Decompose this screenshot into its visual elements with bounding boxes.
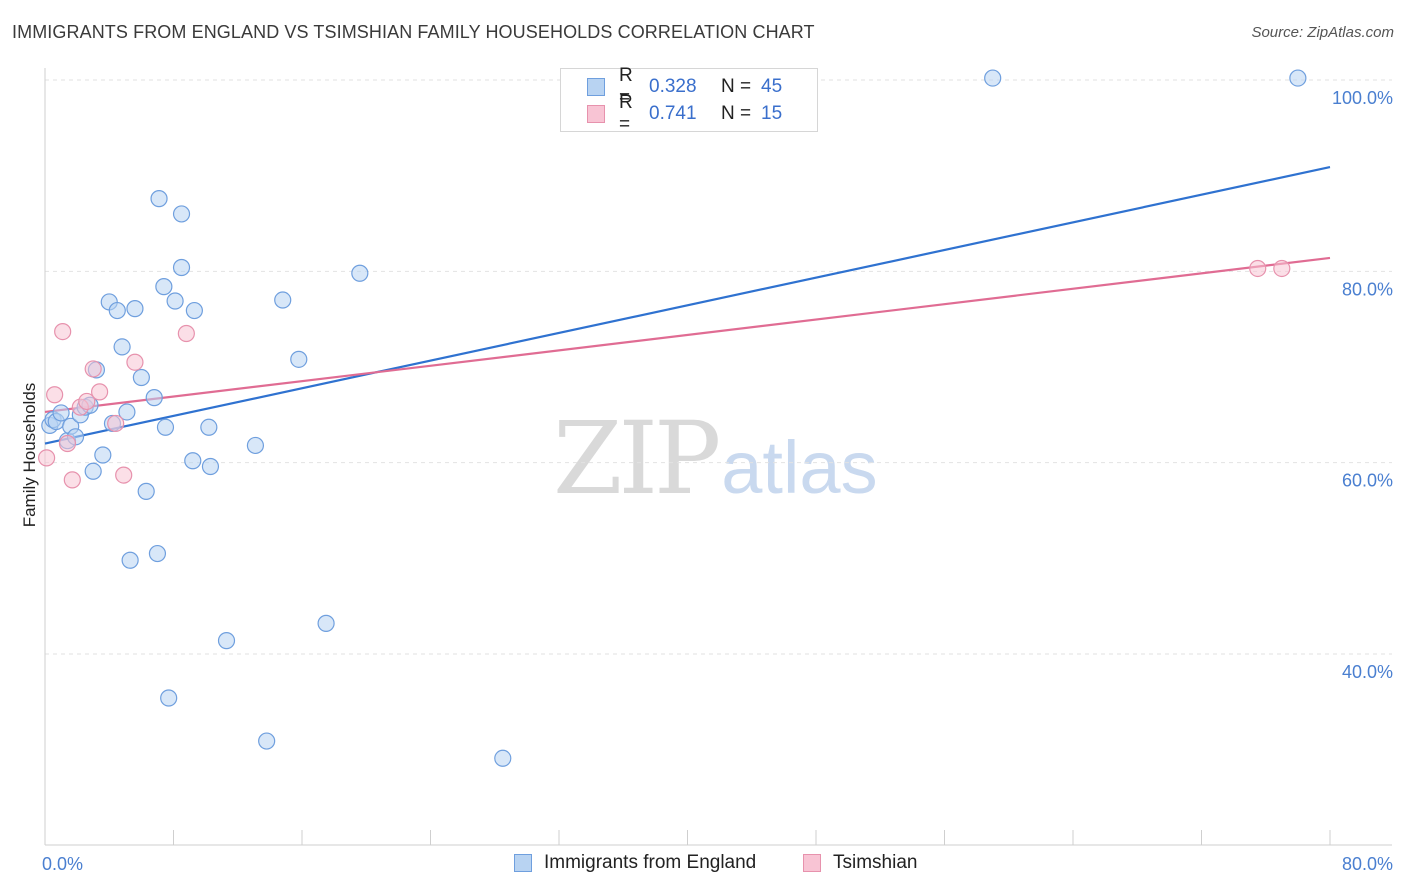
point-tsimshian xyxy=(177,324,195,343)
point-england xyxy=(126,300,144,318)
watermark-zip: ZIP xyxy=(553,400,721,517)
point-tsimshian xyxy=(78,392,96,411)
point-england xyxy=(217,632,236,650)
point-england xyxy=(172,258,191,277)
point-tsimshian xyxy=(1249,259,1267,278)
trend-line-england xyxy=(44,165,1331,445)
series-label-tsimshian: Tsimshian xyxy=(833,852,918,873)
point-tsimshian xyxy=(63,471,81,489)
series-swatch-tsimshian xyxy=(803,854,821,872)
y-tick-label: 40.0% xyxy=(1342,662,1393,682)
point-tsimshian xyxy=(38,449,56,467)
legend-r-value: 0.328 xyxy=(649,76,697,97)
point-tsimshian xyxy=(1273,259,1291,278)
point-england xyxy=(145,389,163,407)
point-tsimshian xyxy=(115,466,133,484)
tick-labels: 40.0% 60.0% 80.0% 100.0% 0.0% 80.0% xyxy=(42,88,1393,874)
legend-n-value: 45 xyxy=(761,76,783,97)
point-england xyxy=(118,403,136,421)
series-legend-tsimshian: Tsimshian xyxy=(803,852,917,874)
legend-r-label: R = xyxy=(619,92,633,135)
point-england xyxy=(246,436,265,455)
point-england xyxy=(1289,69,1307,87)
source-label: Source: ZipAtlas.com xyxy=(1251,24,1394,41)
point-england xyxy=(494,749,512,767)
watermark-atlas: atlas xyxy=(721,426,878,509)
legend-r-label: R = xyxy=(619,65,633,108)
series-label-england: Immigrants from England xyxy=(544,852,757,873)
point-tsimshian xyxy=(91,383,109,401)
point-england xyxy=(172,205,191,223)
point-tsimshian xyxy=(107,414,125,433)
legend-r-value: 0.741 xyxy=(649,103,697,124)
point-england xyxy=(108,301,126,320)
point-tsimshian xyxy=(126,353,144,371)
x-tick-label: 0.0% xyxy=(42,854,83,874)
point-england xyxy=(156,418,175,436)
legend-row-tsimshian: R = 0.741 N = 15 xyxy=(587,92,783,135)
y-tick-label: 60.0% xyxy=(1342,471,1393,491)
point-tsimshian xyxy=(54,323,72,341)
point-england xyxy=(258,732,276,750)
point-england xyxy=(137,482,155,500)
trend-line-tsimshian xyxy=(44,256,1331,414)
point-england xyxy=(200,418,218,436)
point-england xyxy=(155,278,173,296)
point-tsimshian xyxy=(46,386,64,404)
point-england xyxy=(52,404,70,422)
legend-row-england: R = 0.328 N = 45 xyxy=(587,65,783,108)
series-legend-england: Immigrants from England xyxy=(514,852,756,874)
series-legend: Immigrants from England Tsimshian xyxy=(0,852,1406,876)
point-england xyxy=(121,551,139,569)
point-england xyxy=(351,264,369,282)
chart-title: IMMIGRANTS FROM ENGLAND VS TSIMSHIAN FAM… xyxy=(12,22,815,42)
point-england xyxy=(148,544,167,563)
point-england xyxy=(160,689,178,707)
point-england xyxy=(290,350,308,368)
point-tsimshian xyxy=(84,360,102,378)
point-england xyxy=(984,69,1002,87)
stats-legend: R = 0.328 N = 45 R = 0.741 N = 15 xyxy=(560,65,818,135)
point-tsimshian xyxy=(58,434,77,453)
watermark: ZIPatlas xyxy=(553,400,878,517)
gridlines xyxy=(45,79,1392,655)
series-swatch-england xyxy=(514,854,532,872)
data-points xyxy=(38,69,1307,767)
point-england xyxy=(274,291,292,309)
y-tick-label: 100.0% xyxy=(1332,88,1393,108)
legend-swatch-tsimshian xyxy=(587,105,605,123)
point-england xyxy=(94,446,112,464)
y-axis-label: Family Households xyxy=(20,383,39,528)
point-england xyxy=(150,190,168,208)
point-england xyxy=(185,301,203,320)
point-england xyxy=(166,292,184,310)
point-england xyxy=(184,452,202,470)
legend-n-label: N = xyxy=(721,76,752,97)
legend-n-label: N = xyxy=(721,103,752,124)
point-england xyxy=(84,462,102,480)
legend-n-value: 15 xyxy=(761,103,783,124)
point-england xyxy=(317,614,335,632)
axes xyxy=(44,68,1392,846)
point-england xyxy=(132,368,150,387)
point-england xyxy=(201,457,220,476)
legend-swatch-england xyxy=(587,78,605,96)
y-tick-label: 80.0% xyxy=(1342,279,1393,299)
x-tick-label: 80.0% xyxy=(1342,854,1393,874)
trend-lines xyxy=(44,165,1331,445)
point-england xyxy=(113,338,131,356)
